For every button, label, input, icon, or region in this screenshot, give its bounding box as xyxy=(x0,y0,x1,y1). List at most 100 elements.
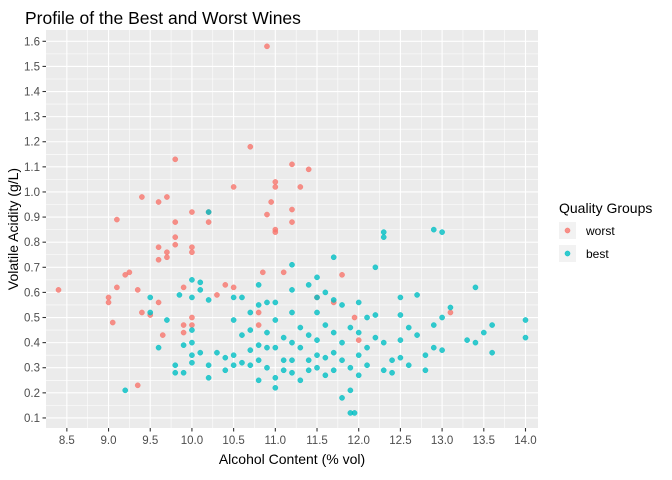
point-best xyxy=(289,357,295,364)
point-best xyxy=(189,277,195,283)
y-tick-label: 0.5 xyxy=(24,313,40,325)
point-best xyxy=(414,332,420,338)
plot-panel xyxy=(46,30,538,428)
point-best xyxy=(176,292,183,298)
point-best xyxy=(164,317,170,323)
point-best xyxy=(480,329,487,336)
y-tick-label: 1.2 xyxy=(24,137,40,149)
point-best xyxy=(330,254,337,261)
point-best xyxy=(351,410,358,416)
point-best xyxy=(255,282,262,288)
point-best xyxy=(489,322,495,328)
point-best xyxy=(230,352,237,358)
point-best xyxy=(314,294,320,301)
y-tick-label: 1.5 xyxy=(24,61,40,73)
point-best xyxy=(397,294,404,301)
point-best xyxy=(330,367,337,374)
legend-key-worst xyxy=(564,227,571,234)
point-worst xyxy=(126,269,133,276)
point-worst xyxy=(189,209,195,215)
point-worst xyxy=(180,322,187,328)
point-best xyxy=(297,344,304,351)
point-best xyxy=(272,374,279,381)
point-worst xyxy=(355,337,362,343)
point-best xyxy=(522,334,529,341)
point-best xyxy=(189,327,195,333)
point-worst xyxy=(230,184,237,190)
point-best xyxy=(222,367,229,374)
point-best xyxy=(330,297,337,303)
point-best xyxy=(472,339,479,346)
point-best xyxy=(272,344,279,351)
x-tick-label: 14.0 xyxy=(514,435,536,447)
point-best xyxy=(330,349,337,356)
point-best xyxy=(314,352,320,358)
point-best xyxy=(230,362,237,369)
point-best xyxy=(272,317,279,323)
point-worst xyxy=(189,314,195,321)
point-best xyxy=(205,362,212,369)
point-best xyxy=(422,367,429,374)
x-tick-label: 9.5 xyxy=(142,435,158,447)
point-best xyxy=(314,309,320,316)
point-best xyxy=(289,339,295,346)
point-best xyxy=(205,297,212,303)
point-best xyxy=(322,372,329,379)
point-worst xyxy=(280,269,287,276)
point-best xyxy=(397,354,404,361)
y-tick-label: 0.3 xyxy=(24,363,40,375)
y-tick-label: 1.3 xyxy=(24,112,40,124)
x-tick-label: 13.0 xyxy=(431,435,453,447)
y-axis: 0.1 0.2 0.3 0.4 0.5 0.6 0.7 0.8 0.9 1.0 1.1 1.2 1.3 1… xyxy=(24,36,46,425)
point-best xyxy=(197,287,204,293)
x-tick-label: 11.5 xyxy=(306,435,328,447)
point-best xyxy=(247,347,254,353)
point-best xyxy=(214,349,220,356)
point-worst xyxy=(205,219,212,225)
point-best xyxy=(189,294,195,301)
point-worst xyxy=(172,234,179,240)
point-worst xyxy=(255,309,262,316)
point-best xyxy=(180,342,187,348)
x-tick-label: 9.0 xyxy=(101,435,117,447)
point-best xyxy=(405,324,412,331)
point-best xyxy=(314,364,320,371)
x-tick-label: 12.5 xyxy=(389,435,411,447)
point-worst xyxy=(247,143,254,150)
x-axis-label: Alcohol Content (% vol) xyxy=(219,451,365,467)
point-worst xyxy=(122,272,129,278)
point-worst xyxy=(272,179,279,185)
point-best xyxy=(489,349,495,356)
point-worst xyxy=(289,219,295,225)
point-best xyxy=(264,299,270,306)
point-best xyxy=(364,362,370,369)
point-worst xyxy=(189,244,195,251)
point-worst xyxy=(114,284,120,291)
point-best xyxy=(339,302,345,308)
point-best xyxy=(339,339,345,346)
point-best xyxy=(464,337,470,343)
point-best xyxy=(247,309,254,316)
y-tick-label: 0.2 xyxy=(24,388,40,400)
point-best xyxy=(380,234,387,240)
point-best xyxy=(280,367,287,374)
point-best xyxy=(172,362,179,369)
point-worst xyxy=(264,43,270,50)
point-best xyxy=(355,372,362,379)
x-tick-label: 8.5 xyxy=(59,435,75,447)
point-best xyxy=(155,344,162,351)
point-best xyxy=(380,339,387,346)
point-worst xyxy=(264,211,270,218)
point-worst xyxy=(189,249,195,256)
point-best xyxy=(355,329,362,336)
legend-label-best: best xyxy=(586,247,609,261)
point-best xyxy=(147,294,154,301)
point-worst xyxy=(230,284,237,291)
point-best xyxy=(372,312,379,318)
point-worst xyxy=(139,309,145,316)
y-tick-label: 0.9 xyxy=(24,212,40,224)
point-best xyxy=(289,369,295,376)
point-best xyxy=(239,332,245,338)
point-worst xyxy=(339,272,345,278)
x-axis: 8.5 9.0 9.5 10.0 10.5 11.0 11.5 12.0 12.5 13.0 13.… xyxy=(59,428,537,447)
